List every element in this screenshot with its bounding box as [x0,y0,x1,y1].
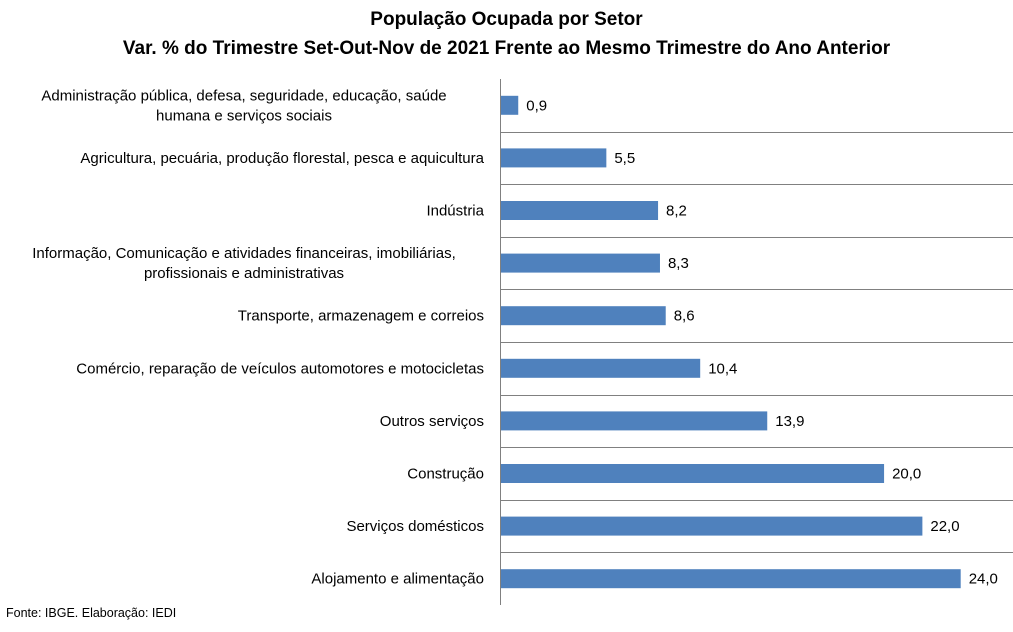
data-label: 8,6 [674,308,695,325]
data-label: 22,0 [930,518,959,535]
bar [501,95,519,115]
category-label: Outros serviços [380,413,484,430]
source-note: Fonte: IBGE. Elaboração: IEDI [6,606,177,620]
data-label: 20,0 [892,466,921,483]
bar [501,358,701,378]
data-label: 0,9 [526,97,547,114]
data-label: 5,5 [614,150,635,167]
bar [501,569,961,589]
category-label: Alojamento e alimentação [311,571,484,588]
bar [501,516,923,536]
category-label: Comércio, reparação de veículos automoto… [76,360,484,377]
category-label: Transporte, armazenagem e correios [238,308,484,325]
bar [501,464,885,483]
category-label: Serviços domésticos [346,518,484,535]
bar [501,201,659,220]
bar [501,148,607,168]
category-label: Informação, Comunicação e atividades fin… [32,245,456,282]
bar [501,306,666,326]
data-label: 24,0 [969,571,998,588]
bar [501,253,660,273]
data-label: 8,2 [666,203,687,220]
data-label: 8,3 [668,255,689,272]
category-label: Indústria [426,203,484,220]
chart-subtitle: Var. % do Trimestre Set-Out-Nov de 2021 … [122,38,891,59]
category-label: Administração pública, defesa, seguridad… [41,87,446,124]
bar [501,411,768,431]
category-label: Construção [407,466,484,483]
category-label: Agricultura, pecuária, produção floresta… [80,150,484,167]
data-label: 10,4 [708,360,737,377]
data-label: 13,9 [775,413,804,430]
chart-title: População Ocupada por Setor [370,9,643,30]
